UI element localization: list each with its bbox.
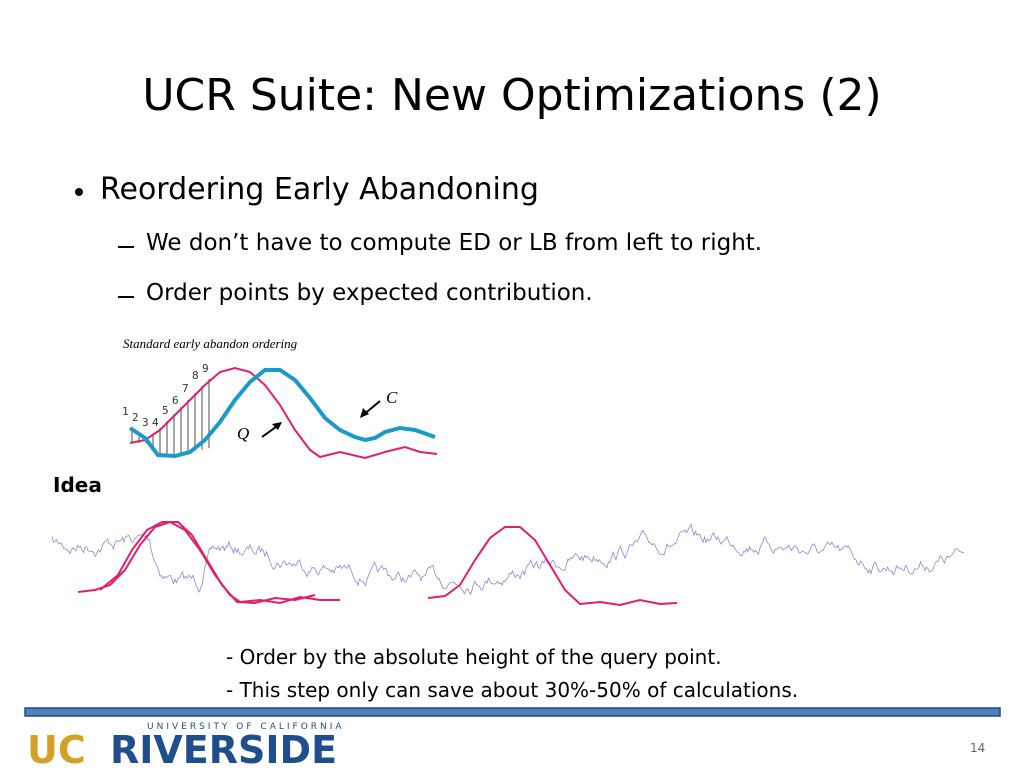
sub-bullet: Order points by expected contribution. [146,280,593,306]
title: UCR Suite: New Optimizations (2) [142,70,882,121]
c-label: C [386,388,398,407]
order-label: 3 [142,416,149,429]
sub-bullet: We don’t have to compute ED or LB from l… [146,230,763,256]
arrow-head [360,408,369,418]
order-label: 8 [192,369,199,382]
order-label: 6 [172,394,179,407]
bullet-dot [75,188,83,196]
page-number: 14 [970,741,986,755]
order-label: 2 [132,411,139,424]
query-2 [99,521,316,605]
bullet: Reordering Early Abandoning [100,172,539,207]
order-label: 5 [162,404,169,417]
note: - This step only can save about 30%-50% … [226,678,799,702]
hatch [131,379,210,455]
curve-c [129,366,438,460]
q-label: Q [237,424,250,443]
order-label: 1 [122,405,129,418]
logo-riverside: RIVERSIDE [110,728,338,772]
arrow-head [272,422,282,430]
note: - Order by the absolute height of the qu… [226,645,722,669]
order-label: 9 [202,362,209,375]
footer-bar [24,707,1001,717]
figure-caption: Standard early abandon ordering [123,336,298,351]
order-label: 4 [152,416,159,429]
order-label: 7 [182,382,189,395]
long-series [51,523,965,596]
curve-q [128,368,436,459]
idea-label: Idea [53,473,102,497]
logo-uc: UC [27,728,86,772]
logo-top: UNIVERSITY OF CALIFORNIA [147,722,345,732]
query-3 [427,526,678,607]
